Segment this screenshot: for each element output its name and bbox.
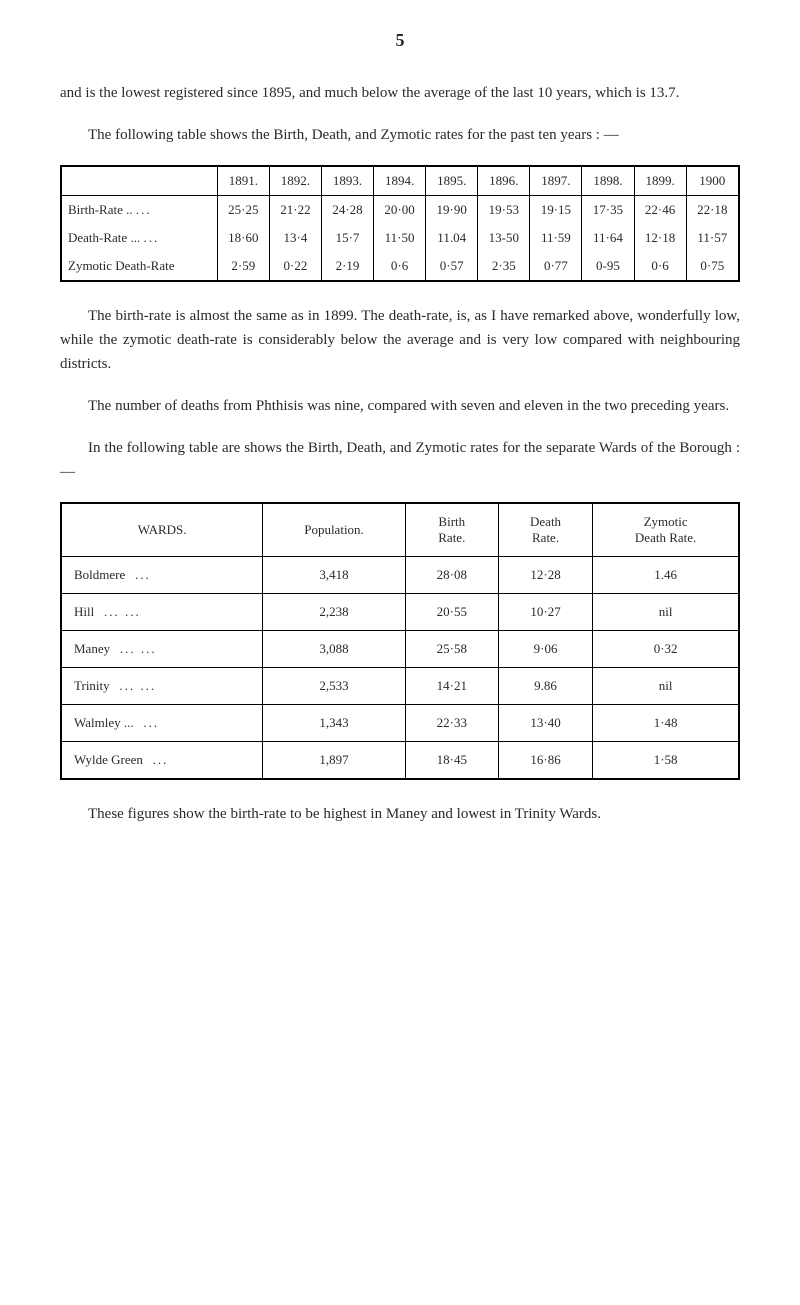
rates-cell: 19·53 [478, 196, 530, 225]
rates-cell: 22·18 [686, 196, 739, 225]
table-row: Birth-Rate .. ... 25·25 21·22 24·28 20·0… [61, 196, 739, 225]
rates-year-header: 1898. [582, 166, 634, 196]
rates-cell: 22·46 [634, 196, 686, 225]
wards-cell: nil [593, 594, 739, 631]
rates-cell: 13-50 [478, 224, 530, 252]
rates-year-header: 1892. [269, 166, 321, 196]
rates-cell: 0·6 [634, 252, 686, 281]
wards-cell: 18·45 [405, 742, 498, 780]
rates-table-header-row: 1891. 1892. 1893. 1894. 1895. 1896. 1897… [61, 166, 739, 196]
rates-year-header: 1893. [321, 166, 373, 196]
wards-cell: 1·58 [593, 742, 739, 780]
table-row: Wylde Green ... 1,897 18·45 16·86 1·58 [61, 742, 739, 780]
wards-header: Population. [263, 503, 405, 557]
wards-header: Birth Rate. [405, 503, 498, 557]
rates-year-header: 1899. [634, 166, 686, 196]
rates-cell: 20·00 [374, 196, 426, 225]
ward-name-cell: Trinity ... ... [61, 668, 263, 705]
wards-cell: 2,533 [263, 668, 405, 705]
rates-year-header: 1895. [426, 166, 478, 196]
rates-cell: 24·28 [321, 196, 373, 225]
ward-name-cell: Walmley ... ... [61, 705, 263, 742]
page-number: 5 [60, 30, 740, 51]
rates-cell: 25·25 [217, 196, 269, 225]
wards-cell: 28·08 [405, 557, 498, 594]
table-row: Maney ... ... 3,088 25·58 9·06 0·32 [61, 631, 739, 668]
rates-year-header: 1900 [686, 166, 739, 196]
rates-cell: 19·15 [530, 196, 582, 225]
rates-cell: 0·75 [686, 252, 739, 281]
ward-name-cell: Hill ... ... [61, 594, 263, 631]
rates-year-header: 1891. [217, 166, 269, 196]
rates-cell: 2·19 [321, 252, 373, 281]
table-row: Boldmere ... 3,418 28·08 12·28 1.46 [61, 557, 739, 594]
table-row: Hill ... ... 2,238 20·55 10·27 nil [61, 594, 739, 631]
wards-cell: 25·58 [405, 631, 498, 668]
rates-cell: 0-95 [582, 252, 634, 281]
paragraph-4: The number of deaths from Phthisis was n… [60, 394, 740, 418]
paragraph-1: and is the lowest registered since 1895,… [60, 81, 740, 105]
rates-year-header: 1894. [374, 166, 426, 196]
rates-cell: 0·77 [530, 252, 582, 281]
wards-cell: 0·32 [593, 631, 739, 668]
wards-cell: 9.86 [498, 668, 592, 705]
wards-header: Zymotic Death Rate. [593, 503, 739, 557]
rates-cell: 0·6 [374, 252, 426, 281]
rates-cell: 13·4 [269, 224, 321, 252]
rates-cell: 11·59 [530, 224, 582, 252]
wards-cell: nil [593, 668, 739, 705]
table-row: Death-Rate ... ... 18·60 13·4 15·7 11·50… [61, 224, 739, 252]
ward-name-cell: Maney ... ... [61, 631, 263, 668]
rates-row-label: Death-Rate ... ... [61, 224, 217, 252]
wards-table: WARDS. Population. Birth Rate. Death Rat… [60, 502, 740, 780]
table-row: Trinity ... ... 2,533 14·21 9.86 nil [61, 668, 739, 705]
ward-name-cell: Wylde Green ... [61, 742, 263, 780]
rates-table: 1891. 1892. 1893. 1894. 1895. 1896. 1897… [60, 165, 740, 282]
rates-cell: 12·18 [634, 224, 686, 252]
wards-cell: 10·27 [498, 594, 592, 631]
rates-cell: 17·35 [582, 196, 634, 225]
rates-row-label: Zymotic Death-Rate [61, 252, 217, 281]
rates-cell: 0·22 [269, 252, 321, 281]
wards-cell: 2,238 [263, 594, 405, 631]
rates-cell: 11·50 [374, 224, 426, 252]
wards-cell: 20·55 [405, 594, 498, 631]
rates-cell: 15·7 [321, 224, 373, 252]
rates-cell: 19·90 [426, 196, 478, 225]
wards-cell: 3,418 [263, 557, 405, 594]
wards-header: WARDS. [61, 503, 263, 557]
wards-table-header-row: WARDS. Population. Birth Rate. Death Rat… [61, 503, 739, 557]
paragraph-2: The following table shows the Birth, Dea… [60, 123, 740, 147]
rates-row-label: Birth-Rate .. ... [61, 196, 217, 225]
rates-cell: 11.04 [426, 224, 478, 252]
wards-cell: 1.46 [593, 557, 739, 594]
wards-cell: 1,897 [263, 742, 405, 780]
rates-cell: 11·64 [582, 224, 634, 252]
paragraph-3: The birth-rate is almost the same as in … [60, 304, 740, 376]
wards-cell: 16·86 [498, 742, 592, 780]
wards-cell: 1·48 [593, 705, 739, 742]
wards-cell: 3,088 [263, 631, 405, 668]
wards-cell: 1,343 [263, 705, 405, 742]
rates-cell: 0·57 [426, 252, 478, 281]
rates-cell: 21·22 [269, 196, 321, 225]
table-row: Walmley ... ... 1,343 22·33 13·40 1·48 [61, 705, 739, 742]
wards-cell: 13·40 [498, 705, 592, 742]
rates-year-header: 1897. [530, 166, 582, 196]
paragraph-5: In the following table are shows the Bir… [60, 436, 740, 484]
rates-cell: 11·57 [686, 224, 739, 252]
wards-cell: 22·33 [405, 705, 498, 742]
wards-cell: 14·21 [405, 668, 498, 705]
rates-cell: 2·59 [217, 252, 269, 281]
wards-header: Death Rate. [498, 503, 592, 557]
wards-cell: 9·06 [498, 631, 592, 668]
rates-cell: 18·60 [217, 224, 269, 252]
wards-cell: 12·28 [498, 557, 592, 594]
table-row: Zymotic Death-Rate 2·59 0·22 2·19 0·6 0·… [61, 252, 739, 281]
ward-name-cell: Boldmere ... [61, 557, 263, 594]
paragraph-6: These figures show the birth-rate to be … [60, 802, 740, 826]
rates-cell: 2·35 [478, 252, 530, 281]
rates-table-empty-header [61, 166, 217, 196]
rates-year-header: 1896. [478, 166, 530, 196]
